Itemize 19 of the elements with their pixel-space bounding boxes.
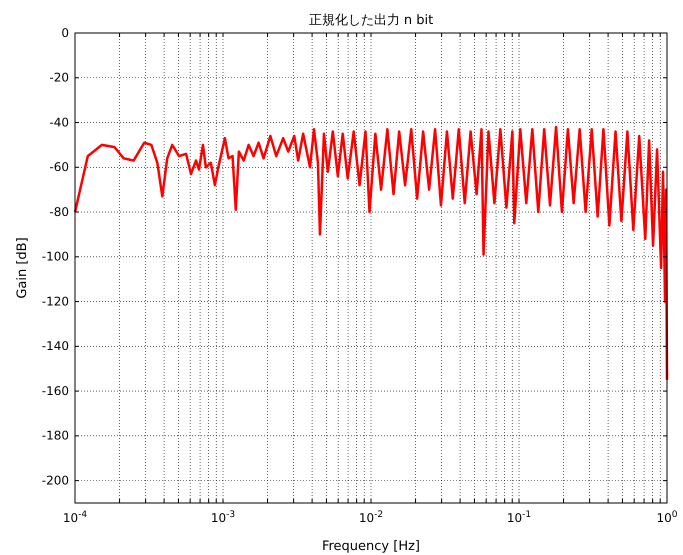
x-axis-title: Frequency [Hz]: [322, 539, 420, 554]
chart-title: 正規化した出力 n bit: [308, 13, 434, 28]
y-axis-title: Gain [dB]: [15, 237, 30, 299]
x-tick-label: 10$^{-2}$: [358, 510, 384, 525]
y-tick-label: -180: [42, 428, 69, 443]
y-tick-label: -140: [42, 339, 69, 354]
y-tick-label: 0: [61, 26, 69, 40]
y-tick-label: -60: [49, 160, 69, 174]
y-tick-label: -80: [49, 204, 69, 219]
y-tick-label: -20: [49, 70, 69, 85]
x-tick-label: 10$^{-3}$: [210, 510, 236, 525]
y-tick-label: -120: [42, 294, 69, 308]
y-tick-label: -200: [42, 473, 69, 488]
y-tick-label: -40: [49, 115, 69, 130]
y-tick-label: -160: [42, 384, 69, 398]
x-tick-label: 10$^{0}$: [656, 510, 678, 525]
y-tick-label: -100: [42, 250, 69, 264]
x-tick-label: 10$^{-4}$: [62, 510, 88, 525]
x-tick-label: 10$^{-1}$: [506, 510, 532, 525]
